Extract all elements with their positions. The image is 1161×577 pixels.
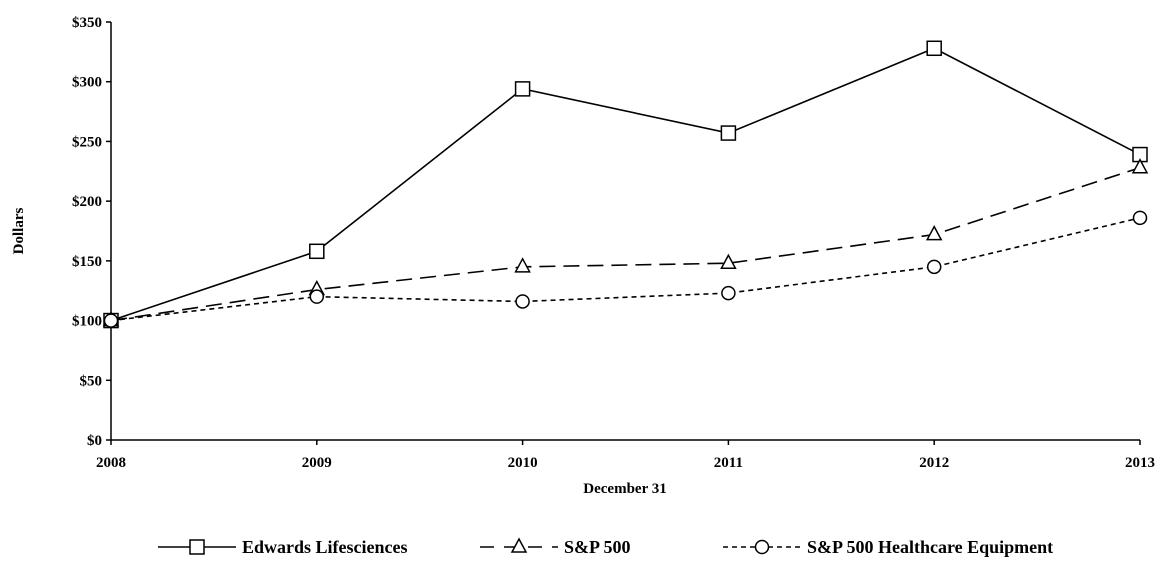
x-tick-label: 2008: [96, 455, 126, 471]
data-point-sandp-500-healthcare-equipment: [926, 259, 942, 275]
data-point-sandp-500-healthcare-equipment: [309, 289, 325, 304]
y-tick-label: $250: [72, 134, 102, 150]
data-point-sandp-500: [925, 225, 943, 241]
data-point-edwards-lifesciences: [514, 81, 531, 97]
chart-legend: Edwards Lifesciences S&P 500 S&P 500 Healt…: [158, 537, 1053, 557]
x-tick-label: 2013: [1125, 455, 1155, 471]
series-line-sandp-500-healthcare-equipment: [110, 217, 1141, 322]
data-point-edwards-lifesciences: [926, 40, 942, 57]
data-point-sandp-500: [720, 253, 737, 269]
legend-label: S&P 500: [564, 537, 631, 557]
y-axis-label: Dollars: [11, 208, 27, 255]
series-line-edwards-lifesciences: [110, 47, 1141, 322]
data-point-edwards-lifesciences: [309, 243, 325, 260]
legend-marker: [510, 537, 528, 553]
data-point-sandp-500-healthcare-equipment: [721, 285, 736, 301]
legend-item-sandp-500: S&P 500: [480, 537, 631, 557]
data-point-sandp-500: [514, 257, 531, 273]
legend-item-edwards-lifesciences: Edwards Lifesciences: [158, 537, 408, 557]
legend-label: S&P 500 Healthcare Equipment: [807, 537, 1053, 557]
x-tick-label: 2009: [302, 455, 332, 471]
series-lines: [110, 47, 1141, 322]
data-point-sandp-500-healthcare-equipment: [103, 313, 119, 328]
x-axis-label: December 31: [583, 481, 666, 497]
legend-label: Edwards Lifesciences: [242, 537, 408, 557]
data-point-sandp-500-healthcare-equipment: [1132, 210, 1148, 226]
data-point-sandp-500: [1131, 158, 1149, 174]
data-point-edwards-lifesciences: [720, 125, 737, 141]
x-tick-label: 2012: [919, 455, 949, 471]
legend-marker: [754, 539, 770, 555]
legend-item-sandp-500-healthcare-equipment: S&P 500 Healthcare Equipment: [723, 537, 1053, 557]
y-tick-label: $150: [72, 254, 102, 270]
x-tick-label: 2010: [508, 455, 538, 471]
chart-axes: [110, 22, 1140, 441]
y-tick-label: $300: [72, 75, 102, 91]
y-tick-label: $0: [87, 433, 102, 449]
y-tick-label: $50: [80, 373, 103, 389]
x-axis-ticks: 2008 2009 2010 2011 2012 2013: [96, 440, 1155, 471]
y-axis-ticks: $0 $50 $100 $150 $200 $250 $300 $350: [72, 15, 111, 449]
x-tick-label: 2011: [714, 455, 743, 471]
y-tick-label: $350: [72, 15, 102, 31]
series-markers: [102, 40, 1149, 329]
legend-marker: [189, 539, 205, 555]
y-tick-label: $200: [72, 194, 102, 210]
data-point-sandp-500-healthcare-equipment: [515, 294, 530, 309]
series-line-sandp-500: [110, 166, 1141, 322]
y-tick-label: $100: [72, 314, 102, 330]
